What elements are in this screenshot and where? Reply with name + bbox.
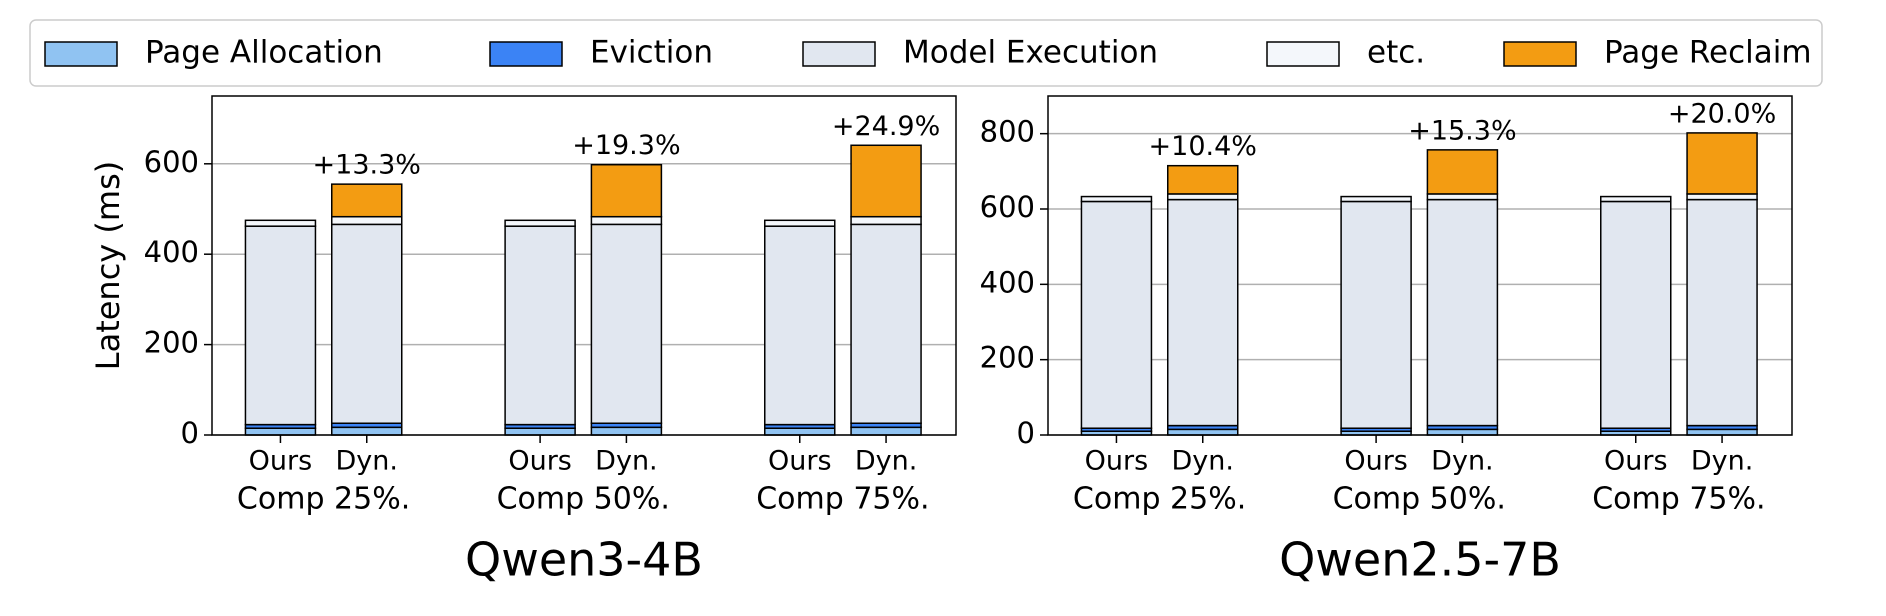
bar-segment xyxy=(1426,149,1499,195)
bar-segment xyxy=(244,225,317,426)
y-tick-label: 200 xyxy=(980,341,1035,375)
bar-segment xyxy=(1340,200,1412,429)
y-tick-label: 400 xyxy=(144,235,199,269)
bar-segment xyxy=(850,426,922,436)
group-label: Comp 25%. xyxy=(237,482,410,517)
y-tick-label: 400 xyxy=(980,265,1035,299)
y-tick-label: 600 xyxy=(980,190,1035,224)
legend-label: Page Allocation xyxy=(145,35,383,71)
x-tick-label: Ours xyxy=(768,446,832,477)
bar-segment xyxy=(1426,193,1499,201)
bar-segment xyxy=(331,426,403,436)
annotation: +20.0% xyxy=(1668,98,1776,129)
legend-label: Model Execution xyxy=(903,35,1158,71)
x-tick-label: Dyn. xyxy=(1431,446,1493,477)
y-tick-label: 800 xyxy=(980,115,1035,149)
legend-label: etc. xyxy=(1367,35,1425,71)
bar-segment xyxy=(1686,428,1758,436)
legend-swatch xyxy=(489,41,563,67)
annotation: +19.3% xyxy=(572,130,680,161)
bar-segment xyxy=(1426,198,1499,427)
bar-segment xyxy=(1167,198,1239,427)
legend-label: Page Reclaim xyxy=(1604,35,1812,71)
legend-box xyxy=(29,19,1823,87)
bar-segment xyxy=(1080,195,1153,203)
chart-title: Qwen2.5-7B xyxy=(1279,533,1561,587)
legend-swatch xyxy=(1503,41,1577,67)
y-tick-label: 600 xyxy=(144,145,199,179)
bar-segment xyxy=(504,427,576,436)
bar-segment xyxy=(1167,164,1239,195)
bar-segment xyxy=(1167,193,1239,201)
plot-frame xyxy=(1047,95,1793,436)
bar-segment xyxy=(1600,195,1672,203)
plot-frame xyxy=(211,95,957,436)
bar-segment xyxy=(331,183,403,218)
annotation: +13.3% xyxy=(313,150,421,181)
legend-label: Eviction xyxy=(590,35,713,71)
legend-swatch xyxy=(44,41,118,67)
group-label: Comp 50%. xyxy=(497,482,670,517)
legend-swatch xyxy=(1266,41,1340,67)
bar-segment xyxy=(764,219,836,227)
legend-swatch xyxy=(802,41,876,67)
bar-segment xyxy=(1600,200,1672,429)
group-label: Comp 25%. xyxy=(1073,482,1246,517)
bar-segment xyxy=(331,223,403,424)
x-tick-label: Ours xyxy=(249,446,313,477)
bar-segment xyxy=(1686,193,1758,201)
y-tick-label: 0 xyxy=(181,416,199,450)
x-tick-label: Dyn. xyxy=(336,446,398,477)
annotation: +24.9% xyxy=(832,111,940,142)
x-tick-label: Ours xyxy=(1604,446,1668,477)
annotation: +10.4% xyxy=(1149,131,1257,162)
bar-segment xyxy=(1080,200,1153,429)
x-tick-label: Dyn. xyxy=(1172,446,1234,477)
x-tick-label: Dyn. xyxy=(1691,446,1753,477)
bar-segment xyxy=(1340,195,1412,203)
bar-segment xyxy=(1686,132,1758,195)
group-label: Comp 50%. xyxy=(1333,482,1506,517)
chart-title: Qwen3-4B xyxy=(465,533,703,587)
x-tick-label: Ours xyxy=(1344,446,1408,477)
x-tick-label: Ours xyxy=(1085,446,1149,477)
x-tick-label: Dyn. xyxy=(855,446,917,477)
bar-segment xyxy=(590,163,663,218)
bar-segment xyxy=(590,426,663,436)
bar-segment xyxy=(244,219,317,227)
bar-segment xyxy=(764,427,836,436)
group-label: Comp 75%. xyxy=(756,482,929,517)
group-label: Comp 75%. xyxy=(1592,482,1765,517)
annotation: +15.3% xyxy=(1408,115,1516,146)
bar-segment xyxy=(850,223,922,424)
bar-segment xyxy=(331,215,403,226)
bar-segment xyxy=(244,427,317,436)
x-tick-label: Ours xyxy=(508,446,572,477)
bar-segment xyxy=(504,225,576,426)
bar-segment xyxy=(504,219,576,227)
bar-segment xyxy=(590,223,663,424)
y-axis-label: Latency (ms) xyxy=(89,161,127,370)
bar-segment xyxy=(850,215,922,226)
bar-segment xyxy=(1426,428,1499,436)
bar-segment xyxy=(1167,428,1239,436)
bar-segment xyxy=(850,144,922,218)
x-tick-label: Dyn. xyxy=(595,446,657,477)
y-tick-label: 200 xyxy=(144,326,199,360)
bar-segment xyxy=(764,225,836,426)
bar-segment xyxy=(590,215,663,226)
y-tick-label: 0 xyxy=(1017,416,1035,450)
bar-segment xyxy=(1686,198,1758,427)
